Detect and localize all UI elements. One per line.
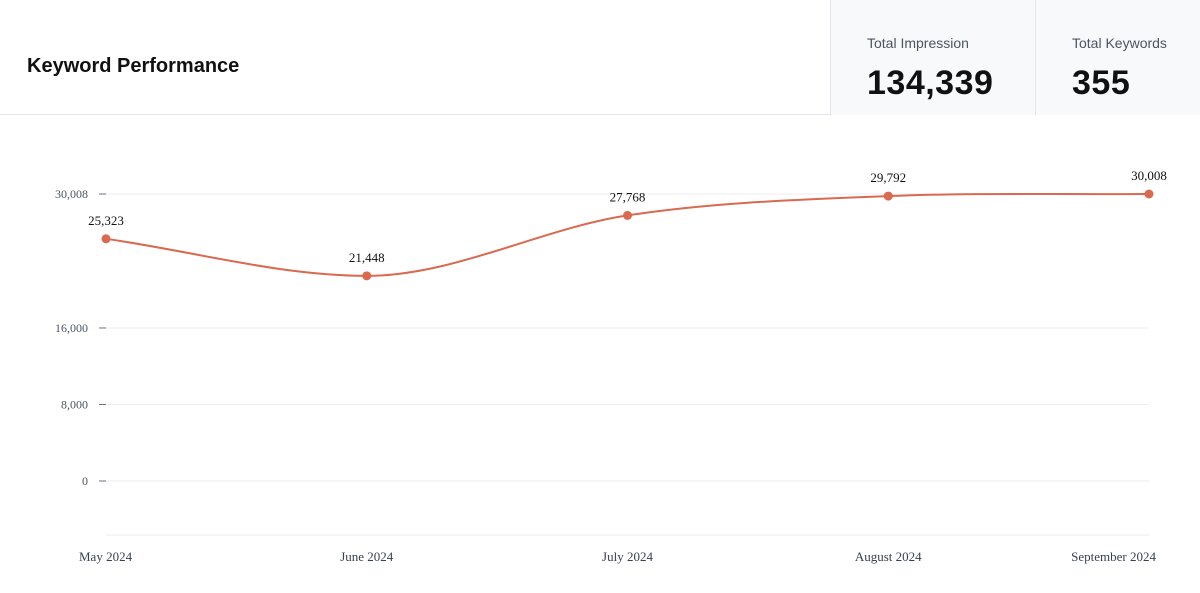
y-tick-label: 16,000 xyxy=(55,321,88,335)
total-impression-stat: Total Impression 134,339 xyxy=(830,0,1035,115)
data-label: 30,008 xyxy=(1131,168,1167,183)
data-point xyxy=(362,271,372,281)
y-tick-label: 30,008 xyxy=(55,187,88,201)
total-keywords-value: 355 xyxy=(1072,64,1131,102)
card-header: Keyword Performance Total Impression 134… xyxy=(0,0,1200,115)
x-tick-label: July 2024 xyxy=(602,549,653,564)
x-tick-label: August 2024 xyxy=(855,549,922,564)
data-point xyxy=(101,234,111,244)
data-label: 25,323 xyxy=(88,213,124,228)
x-tick-label: May 2024 xyxy=(79,549,133,564)
total-impression-label: Total Impression xyxy=(867,35,969,51)
total-impression-value: 134,339 xyxy=(867,64,994,102)
data-label: 27,768 xyxy=(610,189,646,204)
y-tick-label: 8,000 xyxy=(61,397,88,411)
x-tick-label: June 2024 xyxy=(340,549,394,564)
y-tick-label: 0 xyxy=(82,474,88,488)
data-point xyxy=(623,210,632,220)
data-label: 29,792 xyxy=(870,170,906,185)
series-line xyxy=(105,192,1150,277)
data-point xyxy=(1144,189,1154,199)
data-label: 21,448 xyxy=(349,250,385,265)
x-tick-label: September 2024 xyxy=(1071,549,1156,564)
line-chart: 30,008 16,000 8,000 0 25,323 21,448 27,768 29,7… xyxy=(55,168,1167,564)
page-title: Keyword Performance xyxy=(27,55,240,77)
total-keywords-label: Total Keywords xyxy=(1072,35,1167,51)
total-keywords-stat: Total Keywords 355 xyxy=(1035,0,1200,115)
data-point xyxy=(883,191,893,201)
